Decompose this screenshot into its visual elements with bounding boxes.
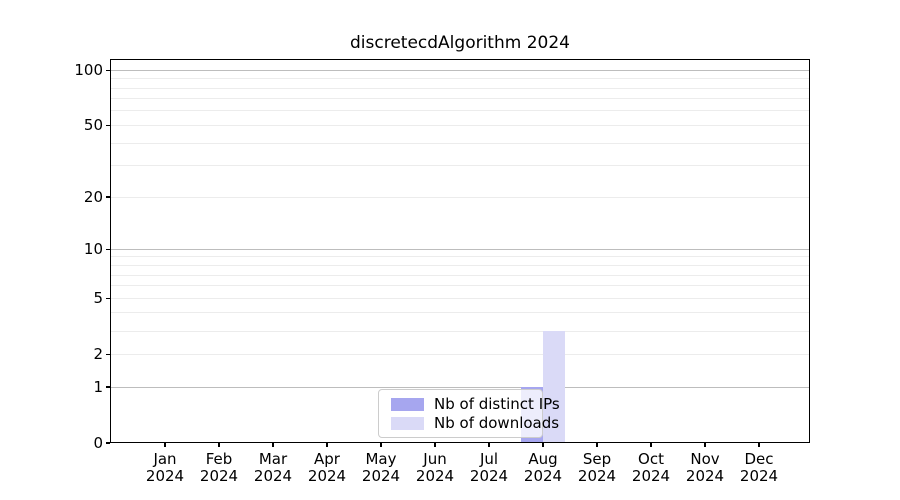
chart-title: discretecdAlgorithm 2024 (350, 33, 570, 53)
x-axis-tick (272, 443, 274, 447)
x-axis-tick-label: Jun 2024 (415, 450, 455, 485)
y-axis-tick-label: 1 (93, 378, 103, 396)
x-axis-tick (326, 443, 328, 447)
x-axis-tick (704, 443, 706, 447)
x-axis-tick-label: Feb 2024 (199, 450, 239, 485)
x-axis-tick-label: Jan 2024 (145, 450, 185, 485)
legend-label-distinct-ips: Nb of distinct IPs (434, 395, 560, 413)
legend-swatch-distinct-ips-icon (391, 397, 424, 411)
y-axis-tick-label: 0 (93, 434, 103, 452)
gridline-minor (110, 98, 810, 100)
gridline-minor (110, 265, 810, 266)
x-axis-tick-label: Dec 2024 (739, 450, 779, 485)
gridline-minor (110, 312, 810, 314)
legend-swatch-downloads-icon (391, 416, 424, 430)
x-axis-tick (758, 443, 760, 447)
y-axis-tick (106, 386, 110, 388)
y-axis-tick-label: 2 (93, 345, 103, 364)
gridline-major (110, 386, 810, 388)
y-axis-tick (106, 353, 110, 355)
bar-downloads (543, 331, 565, 443)
gridline-minor (110, 78, 810, 80)
gridline-minor (110, 196, 810, 198)
gridline-minor (110, 353, 810, 355)
x-axis-tick-label: May 2024 (361, 450, 401, 485)
x-axis-tick-label: Oct 2024 (631, 450, 671, 485)
x-axis-tick-label: Sep 2024 (577, 450, 617, 485)
x-axis-tick (542, 443, 544, 447)
x-axis-tick (650, 443, 652, 447)
x-axis-tick-label: Nov 2024 (685, 450, 725, 485)
y-axis-tick (106, 124, 110, 126)
y-axis-tick-label: 50 (83, 116, 103, 135)
legend: Nb of distinct IPs Nb of downloads (378, 389, 560, 438)
x-axis-tick (164, 443, 166, 447)
gridline-minor (110, 297, 810, 299)
gridline-minor (110, 87, 810, 89)
x-axis-tick (434, 443, 436, 447)
y-axis-tick-label: 100 (74, 61, 103, 80)
gridline-major (110, 248, 810, 250)
gridline-minor (110, 142, 810, 144)
gridline-major (110, 69, 810, 71)
y-axis-tick (106, 297, 110, 299)
gridline-minor (110, 165, 810, 167)
gridline-minor (110, 124, 810, 126)
y-axis-tick-label: 5 (93, 289, 103, 308)
legend-item-downloads: Nb of downloads (391, 414, 559, 432)
x-axis-tick (380, 443, 382, 447)
plot-area (110, 59, 810, 443)
gridline-minor (110, 110, 810, 112)
x-axis-tick-label: Aug 2024 (523, 450, 563, 485)
x-axis-tick-label: Mar 2024 (253, 450, 293, 485)
y-axis-tick-label: 20 (83, 188, 103, 207)
y-axis-tick (106, 442, 110, 444)
legend-item-distinct-ips: Nb of distinct IPs (391, 395, 560, 413)
y-axis-tick (106, 248, 110, 250)
gridline-minor (110, 330, 810, 332)
gridline-minor (110, 285, 810, 287)
x-axis-tick-label: Apr 2024 (307, 450, 347, 485)
x-axis-tick (596, 443, 598, 447)
x-axis-tick (218, 443, 220, 447)
x-axis-tick-label: Jul 2024 (469, 450, 509, 485)
legend-label-downloads: Nb of downloads (434, 414, 560, 432)
y-axis-tick (106, 69, 110, 71)
gridline-minor (110, 274, 810, 276)
gridline-minor (110, 256, 810, 258)
y-axis-tick-label: 10 (83, 240, 103, 259)
x-axis-tick (488, 443, 490, 447)
y-axis-tick (106, 196, 110, 198)
